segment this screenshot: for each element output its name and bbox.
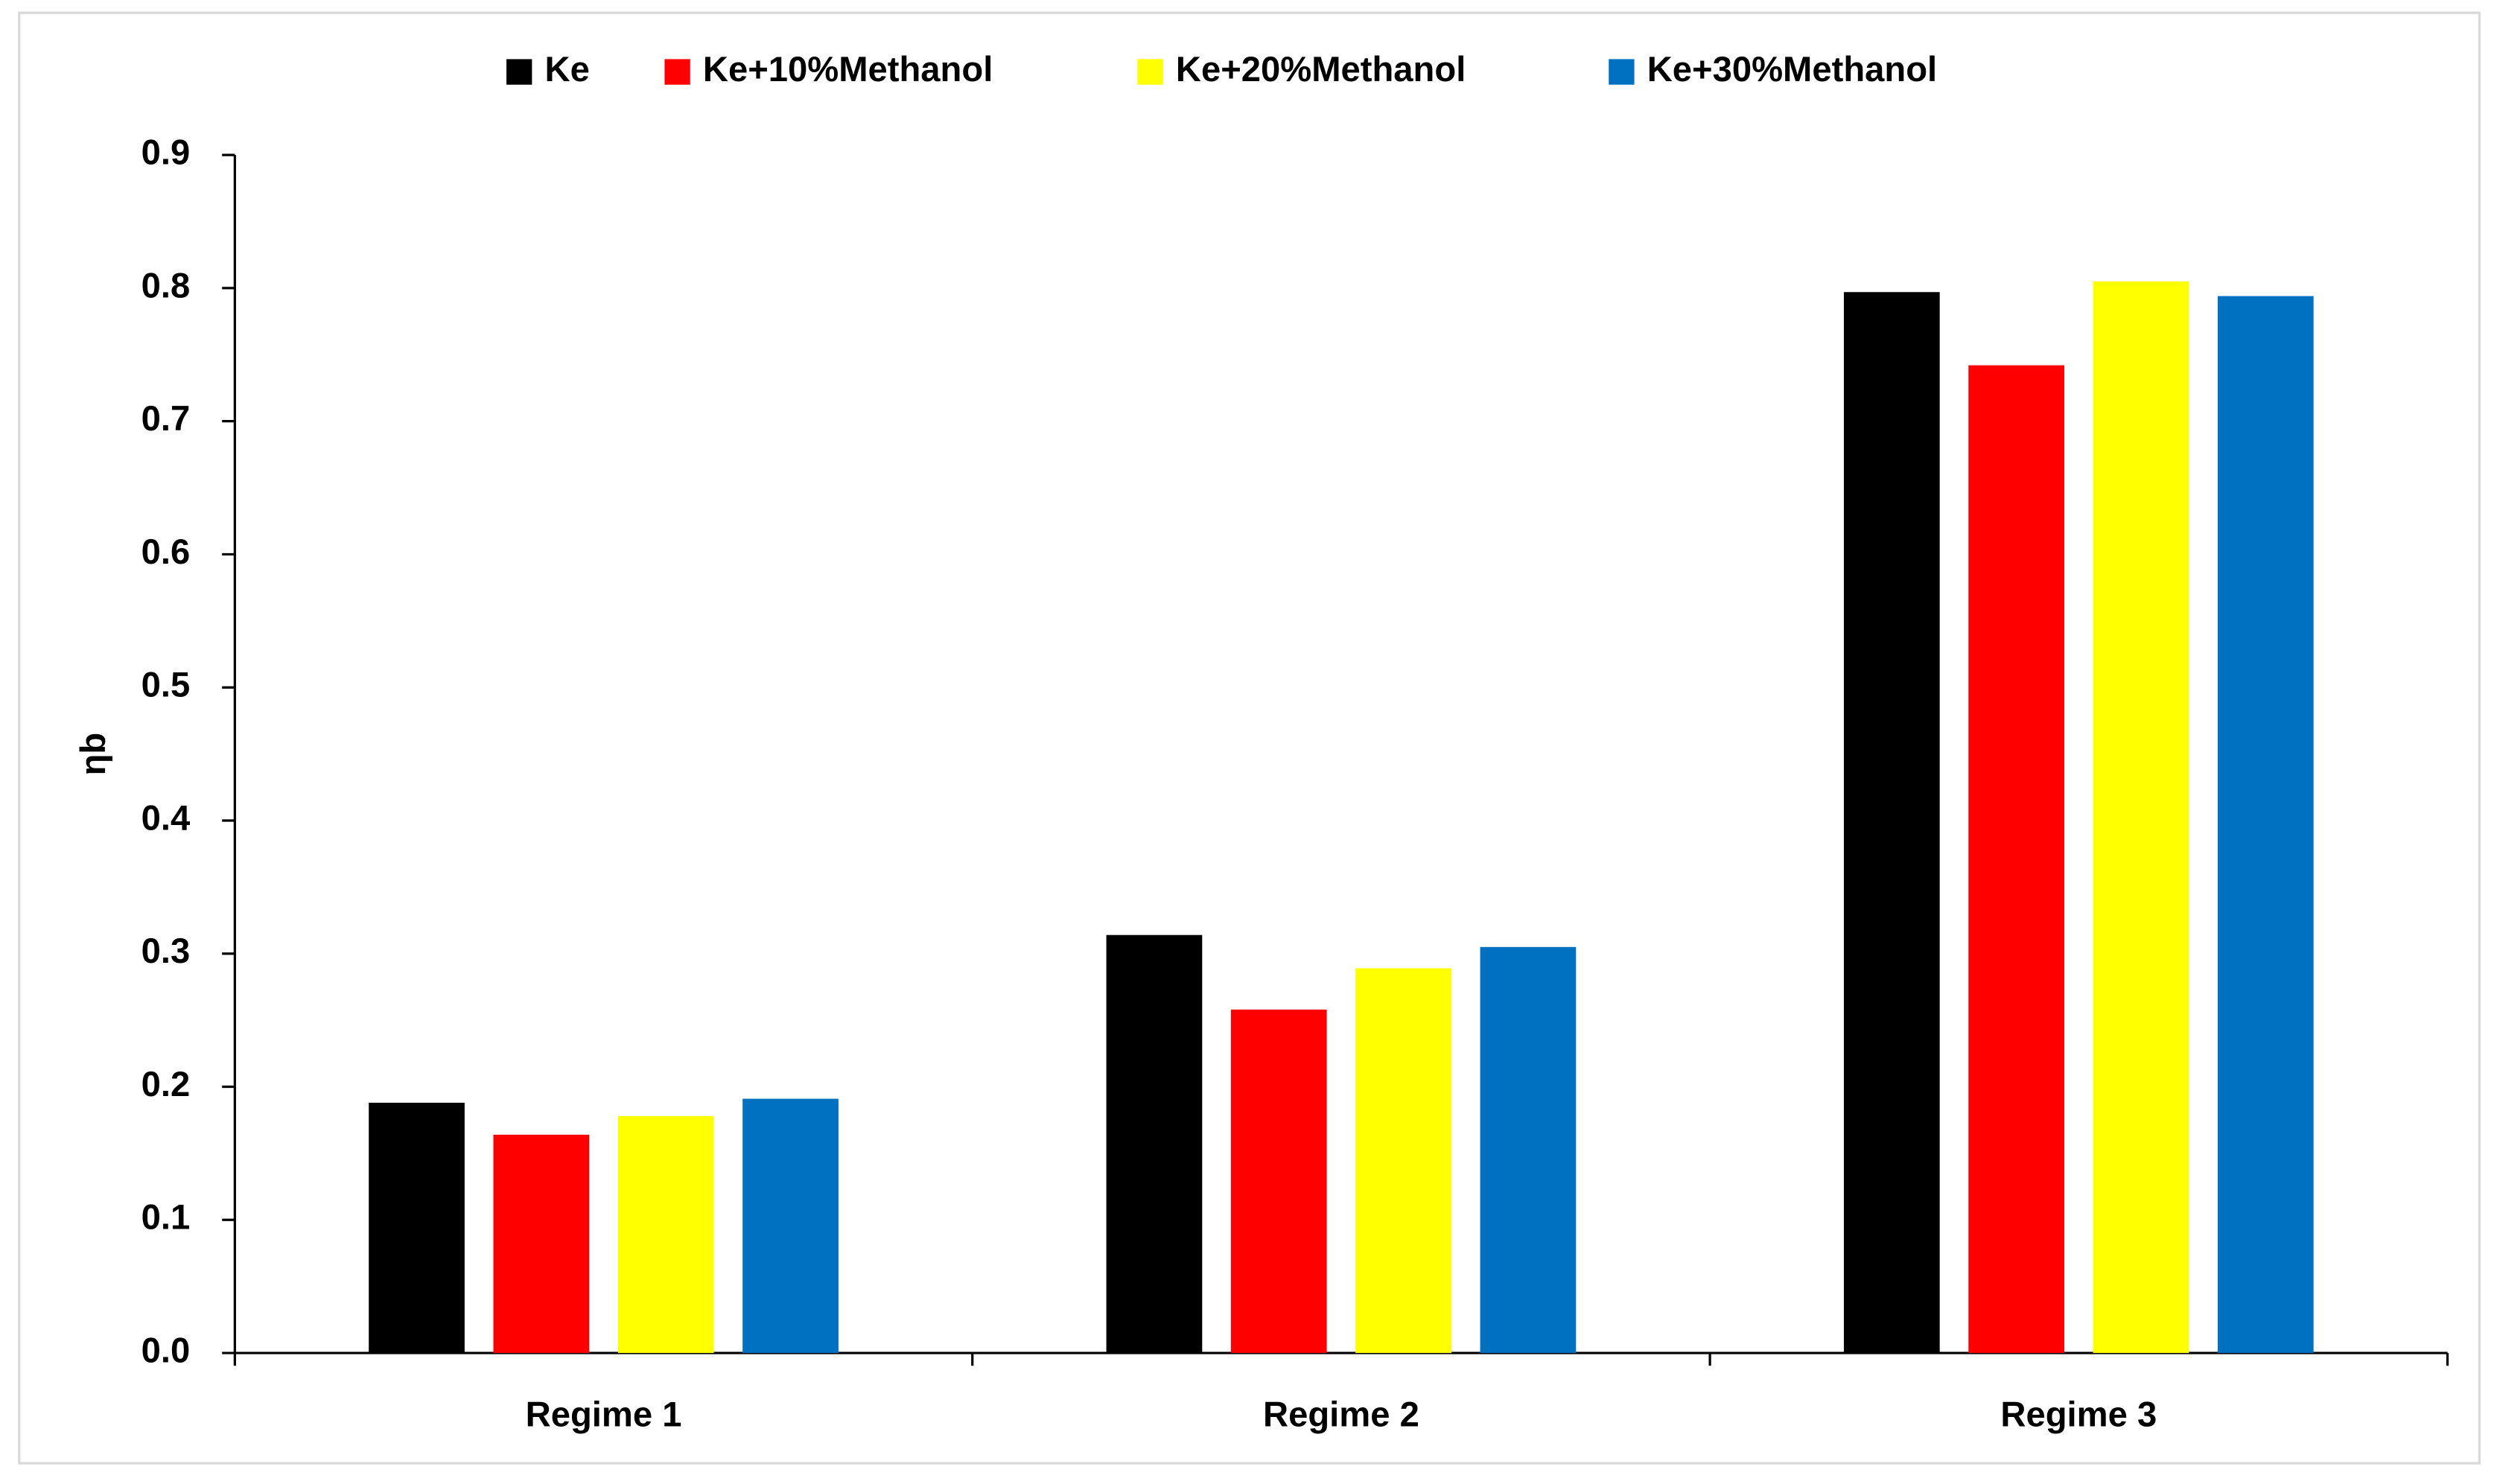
y-tick-label: 0.2 [141,1065,191,1104]
y-tick-label: 0.3 [141,932,191,971]
x-tick-label: Regime 2 [1263,1395,1419,1434]
bar [2093,281,2189,1354]
bar [1968,365,2064,1354]
y-tick-label: 0.8 [141,266,191,305]
bar [1843,292,1940,1354]
legend-swatch [1137,59,1163,85]
bar [1106,934,1203,1354]
bar [493,1134,590,1354]
legend-label: Ke [545,50,590,89]
bar [2217,296,2314,1354]
legend-swatch [1609,59,1635,85]
y-tick-label: 0.1 [141,1198,191,1238]
bar [1355,968,1451,1354]
bar [369,1102,465,1354]
legend-swatch [664,59,690,85]
y-axis-label: ηb [74,733,113,776]
legend-swatch [506,59,532,85]
bar [1230,1009,1327,1354]
y-tick-label: 0.5 [141,666,191,705]
bar [617,1115,714,1354]
x-tick-label: Regime 3 [2000,1395,2157,1434]
legend-label: Ke+20%Methanol [1176,50,1466,89]
y-tick-label: 0.4 [141,798,191,838]
y-tick-label: 0.9 [141,133,191,173]
legend-label: Ke+30%Methanol [1647,50,1937,89]
bar [742,1098,839,1354]
y-tick-label: 0.0 [141,1331,191,1371]
legend-label: Ke+10%Methanol [703,50,993,89]
y-tick-label: 0.6 [141,532,191,572]
x-tick-label: Regime 1 [526,1395,682,1434]
bar [1480,946,1577,1354]
y-tick-label: 0.7 [141,399,191,439]
